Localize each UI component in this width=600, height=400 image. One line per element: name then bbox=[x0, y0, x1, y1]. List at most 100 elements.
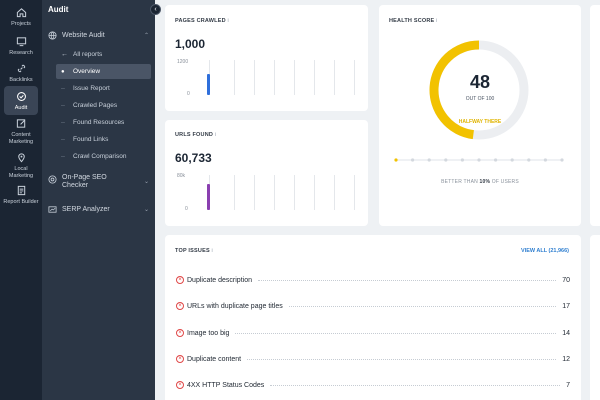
info-icon[interactable]: i bbox=[436, 18, 438, 24]
sidebar-sub-crawl-comparison[interactable]: – Crawl Comparison bbox=[56, 149, 151, 164]
issue-label: Duplicate content bbox=[187, 355, 242, 363]
info-icon[interactable]: i bbox=[214, 132, 217, 138]
collapse-sidebar-button[interactable]: ‹ bbox=[150, 4, 161, 15]
rail-item-projects[interactable]: Projects bbox=[0, 5, 42, 28]
sidebar-title: Audit bbox=[48, 5, 69, 14]
rail-item-local-marketing[interactable]: Local Marketing bbox=[0, 150, 42, 179]
dash-icon: – bbox=[61, 136, 65, 143]
dash-icon: – bbox=[61, 85, 65, 92]
issue-label: Duplicate description bbox=[187, 276, 252, 284]
grid-line bbox=[354, 60, 355, 95]
scale-dot bbox=[543, 158, 547, 162]
top-issues-card: TOP ISSUES i VIEW ALL (21,966) bbox=[165, 235, 581, 400]
sidebar-sub-label: Crawl Comparison bbox=[73, 153, 127, 160]
scale-dot bbox=[444, 158, 448, 162]
sidebar-sub-all-reports[interactable]: ← All reports bbox=[56, 47, 151, 62]
urls-found-value: 60,733 bbox=[175, 151, 212, 165]
dash-icon: – bbox=[61, 153, 65, 160]
leader-line bbox=[257, 279, 557, 281]
rail-label: Audit bbox=[14, 105, 28, 111]
rail-label: Projects bbox=[11, 21, 31, 27]
issue-count: 17 bbox=[562, 302, 570, 310]
issue-row[interactable]: × Duplicate content 12 bbox=[176, 353, 570, 365]
card-title-text: HEALTH SCORE bbox=[389, 18, 435, 24]
y-axis-min: 0 bbox=[185, 206, 188, 212]
sidebar-sub-label: Found Links bbox=[73, 136, 109, 143]
scale-dot bbox=[477, 158, 481, 162]
sidebar-item-label: On-Page SEO Checker bbox=[62, 174, 107, 189]
y-axis-min: 0 bbox=[187, 91, 190, 97]
better-than-pct: 10% bbox=[479, 179, 491, 185]
grid-line bbox=[254, 175, 255, 210]
rail-item-content-marketing[interactable]: Content Marketing bbox=[0, 116, 42, 145]
sidebar-sub-overview[interactable]: ● Overview bbox=[56, 64, 151, 79]
issue-count: 70 bbox=[562, 276, 570, 284]
issue-label: URLs with duplicate page titles bbox=[187, 302, 283, 310]
sidebar-item-website-audit[interactable]: Website Audit ⌃ bbox=[48, 31, 153, 40]
chevron-up-icon: ⌃ bbox=[143, 33, 149, 39]
issue-label: Image too big bbox=[187, 329, 230, 337]
sidebar-sub-crawled-pages[interactable]: – Crawled Pages bbox=[56, 98, 151, 113]
scale-dot bbox=[560, 158, 564, 162]
dash-icon: – bbox=[61, 119, 65, 126]
rail-item-research[interactable]: Research bbox=[0, 34, 42, 57]
issue-row[interactable]: × Image too big 14 bbox=[176, 327, 570, 339]
arrow-left-icon: ← bbox=[61, 51, 68, 58]
issue-count: 12 bbox=[562, 355, 570, 363]
grid-line bbox=[294, 175, 295, 210]
pin-icon bbox=[14, 150, 28, 164]
bullet-icon: ● bbox=[61, 68, 65, 75]
rail-label: Local Marketing bbox=[8, 166, 34, 179]
sidebar-sub-label: Issue Report bbox=[73, 85, 110, 92]
card-title: URLS FOUND i bbox=[175, 132, 216, 138]
health-status: HALFWAY THERE bbox=[458, 119, 502, 125]
rail-item-backlinks[interactable]: Backlinks bbox=[0, 61, 42, 84]
sidebar-sub-found-links[interactable]: – Found Links bbox=[56, 132, 151, 147]
issue-label: 4XX HTTP Status Codes bbox=[187, 381, 265, 389]
rail-item-audit[interactable]: Audit bbox=[0, 86, 42, 115]
card-title-text: PAGES CRAWLED bbox=[175, 18, 226, 24]
globe-icon bbox=[48, 31, 57, 40]
scale-marker bbox=[394, 158, 398, 162]
target-icon bbox=[48, 175, 57, 184]
view-all-link[interactable]: VIEW ALL (21,966) bbox=[521, 248, 569, 254]
card-title: HEALTH SCORE i bbox=[389, 18, 438, 24]
info-icon[interactable]: i bbox=[227, 18, 229, 24]
sidebar-sub-issue-report[interactable]: – Issue Report bbox=[56, 81, 151, 96]
urls-found-bar bbox=[207, 184, 210, 210]
issue-row[interactable]: × 4XX HTTP Status Codes 7 bbox=[176, 379, 570, 391]
card-title: TOP ISSUES i bbox=[175, 248, 213, 254]
card-title-text: TOP ISSUES bbox=[175, 248, 210, 254]
grid-line bbox=[274, 175, 275, 210]
issue-count: 7 bbox=[566, 381, 570, 389]
pages-crawled-bar bbox=[207, 74, 210, 95]
info-icon[interactable]: i bbox=[211, 248, 213, 254]
issue-row[interactable]: × URLs with duplicate page titles 17 bbox=[176, 300, 570, 312]
scale-dot bbox=[527, 158, 531, 162]
y-axis-max: 1200 bbox=[177, 59, 189, 65]
grid-line bbox=[294, 60, 295, 95]
edit-icon bbox=[14, 116, 28, 130]
sidebar-item-onpage-seo[interactable]: On-Page SEO Checker ⌄ bbox=[48, 174, 153, 190]
home-icon bbox=[14, 5, 28, 19]
chevron-down-icon: ⌄ bbox=[143, 179, 149, 185]
health-score-card: HEALTH SCORE i 48 OUT OF 100 HALFWAY THE… bbox=[379, 5, 581, 226]
grid-line bbox=[334, 60, 335, 95]
rail-item-report-builder[interactable]: Report Builder bbox=[0, 183, 42, 206]
sidebar-sub-found-resources[interactable]: – Found Resources bbox=[56, 115, 151, 130]
sidebar-sub-label: Found Resources bbox=[73, 119, 125, 126]
grid-line bbox=[274, 60, 275, 95]
grid-line bbox=[254, 60, 255, 95]
scale-dots bbox=[394, 158, 564, 162]
sidebar-item-label: SERP Analyzer bbox=[62, 206, 110, 213]
error-icon: × bbox=[176, 355, 184, 363]
health-out-of: OUT OF 100 bbox=[465, 96, 495, 102]
card-title: PAGES CRAWLED i bbox=[175, 18, 229, 24]
issue-row[interactable]: × Duplicate description 70 bbox=[176, 274, 570, 286]
sidebar-item-serp-analyzer[interactable]: SERP Analyzer ⌄ bbox=[48, 205, 153, 214]
health-gauge bbox=[394, 40, 564, 162]
leader-line bbox=[247, 358, 557, 360]
rail-label: Backlinks bbox=[9, 77, 33, 83]
sidebar-sub-label: Overview bbox=[73, 68, 101, 75]
rail-label: Content Marketing bbox=[8, 132, 34, 145]
